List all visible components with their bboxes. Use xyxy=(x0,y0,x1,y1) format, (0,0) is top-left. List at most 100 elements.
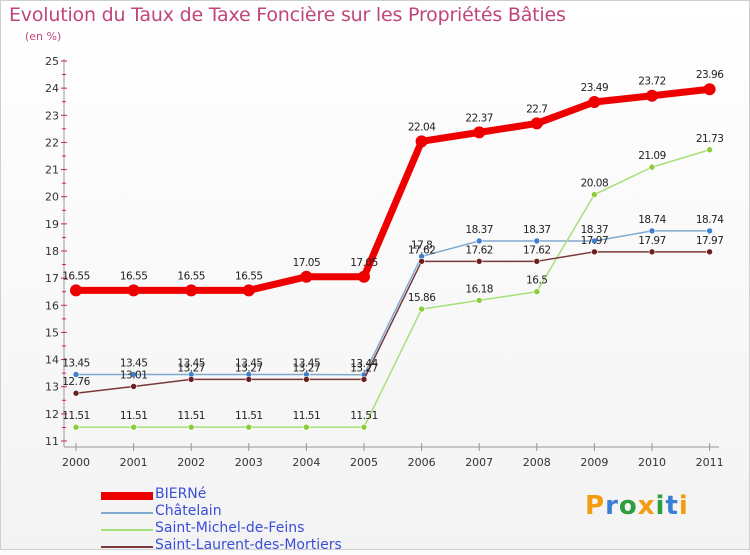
point-StMichel-2003 xyxy=(245,423,253,431)
point-BIERNe-2001 xyxy=(127,284,140,297)
y-tick-label-17: 17 xyxy=(45,272,59,285)
x-tick-label-2004: 2004 xyxy=(292,456,320,469)
point-StLaurent-2003 xyxy=(245,376,253,383)
data-label-StLaurent-2011: 17.97 xyxy=(696,235,724,247)
logo-letter: x xyxy=(637,491,656,521)
point-StMichel-2009 xyxy=(591,191,598,198)
data-label-StLaurent-2003: 13.27 xyxy=(235,362,263,374)
chart-title: Evolution du Taux de Taxe Foncière sur l… xyxy=(9,4,566,26)
x-tick-label-2005: 2005 xyxy=(350,456,378,469)
x-tick-label-2003: 2003 xyxy=(235,456,263,469)
point-StLaurent-2010 xyxy=(648,248,656,256)
point-Chatelain-2001 xyxy=(130,371,137,378)
data-label-BIERNe-2000: 16.55 xyxy=(62,270,90,282)
logo-letter: P xyxy=(585,491,606,521)
legend-label-chatelain: Châtelain xyxy=(155,503,222,519)
data-label-StLaurent-2009: 17.97 xyxy=(581,235,609,247)
point-Chatelain-2007 xyxy=(475,237,483,245)
point-StMichel-2011 xyxy=(706,146,713,154)
point-BIERNe-2006 xyxy=(415,135,428,148)
point-StMichel-2000 xyxy=(72,423,80,431)
y-tick-label-21: 21 xyxy=(45,164,59,177)
x-tick-label-2000: 2000 xyxy=(62,456,90,469)
legend-swatch-bierne xyxy=(101,492,153,500)
data-label-StLaurent-2007: 17.62 xyxy=(465,244,493,256)
y-tick-label-14: 14 xyxy=(45,354,59,367)
point-Chatelain-2000 xyxy=(72,371,80,378)
data-label-StLaurent-2010: 17.97 xyxy=(638,235,666,247)
point-BIERNe-2007 xyxy=(473,126,486,139)
data-label-BIERNe-2011: 23.96 xyxy=(696,69,724,81)
data-label-Chatelain-2002: 13.45 xyxy=(177,358,205,370)
data-label-StMichel-2006: 15.86 xyxy=(408,292,436,304)
point-StMichel-2006 xyxy=(418,305,425,313)
point-StMichel-2010 xyxy=(648,163,656,171)
data-label-Chatelain-2006: 17.8 xyxy=(411,239,432,251)
data-label-BIERNe-2006: 22.04 xyxy=(408,121,436,133)
point-BIERNe-2003 xyxy=(242,284,255,297)
data-label-Chatelain-2001: 13.45 xyxy=(120,358,148,370)
y-tick-label-19: 19 xyxy=(45,218,59,231)
data-label-Chatelain-2007: 18.37 xyxy=(465,224,493,236)
data-label-StMichel-2005: 11.51 xyxy=(350,410,378,422)
data-label-BIERNe-2007: 22.37 xyxy=(465,112,493,124)
point-StLaurent-2002 xyxy=(187,376,195,383)
data-label-BIERNe-2008: 22.7 xyxy=(526,103,547,115)
data-label-StMichel-2008: 16.5 xyxy=(526,275,547,287)
point-StMichel-2004 xyxy=(303,423,310,431)
data-label-Chatelain-2009: 18.37 xyxy=(581,224,609,236)
point-BIERNe-2008 xyxy=(530,117,543,130)
x-tick-label-2001: 2001 xyxy=(120,456,148,469)
point-Chatelain-2008 xyxy=(533,237,541,245)
data-label-StMichel-2010: 21.09 xyxy=(638,150,666,162)
x-tick-label-2010: 2010 xyxy=(638,456,666,469)
data-label-StMichel-2007: 16.18 xyxy=(465,283,493,295)
y-tick-label-16: 16 xyxy=(45,299,59,312)
data-label-Chatelain-2008: 18.37 xyxy=(523,224,551,236)
y-tick-label-12: 12 xyxy=(45,408,59,421)
point-StMichel-2005 xyxy=(360,423,368,431)
y-tick-label-24: 24 xyxy=(45,82,59,95)
point-StLaurent-2005 xyxy=(360,376,368,383)
data-label-Chatelain-2011: 18.74 xyxy=(696,214,724,226)
data-label-Chatelain-2010: 18.74 xyxy=(638,214,666,226)
data-label-BIERNe-2010: 23.72 xyxy=(638,76,666,88)
point-BIERNe-2004 xyxy=(300,270,313,283)
point-StLaurent-2007 xyxy=(475,258,483,265)
point-StMichel-2007 xyxy=(475,297,483,304)
legend-label-saint-laurent: Saint-Laurent-des-Mortiers xyxy=(155,537,342,553)
point-StLaurent-2009 xyxy=(591,248,598,256)
data-label-StLaurent-2002: 13.27 xyxy=(177,362,205,374)
legend-swatch-chatelain xyxy=(101,512,153,514)
y-tick-label-25: 25 xyxy=(45,55,59,68)
point-StMichel-2008 xyxy=(533,288,541,296)
y-tick-label-20: 20 xyxy=(45,191,59,204)
data-label-BIERNe-2009: 23.49 xyxy=(581,82,609,94)
point-StLaurent-2006 xyxy=(418,258,425,265)
legend-swatch-saint-laurent xyxy=(101,546,153,548)
y-tick-label-23: 23 xyxy=(45,109,59,122)
data-label-StLaurent-2005: 13.27 xyxy=(350,362,378,374)
y-tick-label-13: 13 xyxy=(45,381,59,394)
y-tick-label-22: 22 xyxy=(45,136,59,149)
data-label-StLaurent-2006: 17.62 xyxy=(408,244,436,256)
point-BIERNe-2011 xyxy=(703,83,716,96)
data-label-StMichel-2002: 11.51 xyxy=(177,410,205,422)
data-label-Chatelain-2004: 13.45 xyxy=(293,358,321,370)
data-label-Chatelain-2000: 13.45 xyxy=(62,358,90,370)
series-line-BIERNe xyxy=(76,85,710,294)
data-label-StLaurent-2001: 13.01 xyxy=(120,369,148,381)
point-BIERNe-2002 xyxy=(185,284,198,297)
point-StMichel-2002 xyxy=(187,423,195,431)
point-StLaurent-2000 xyxy=(72,389,80,397)
point-StLaurent-2008 xyxy=(533,258,541,265)
data-label-Chatelain-2003: 13.45 xyxy=(235,358,263,370)
data-label-StMichel-2009: 20.08 xyxy=(581,178,609,190)
series-line-StLaurent xyxy=(75,251,710,394)
data-label-StMichel-2000: 11.51 xyxy=(62,410,90,422)
series-line-StMichel xyxy=(76,149,710,428)
data-label-BIERNe-2001: 16.55 xyxy=(120,270,148,282)
x-tick-label-2009: 2009 xyxy=(580,456,608,469)
data-label-BIERNe-2002: 16.55 xyxy=(177,270,205,282)
